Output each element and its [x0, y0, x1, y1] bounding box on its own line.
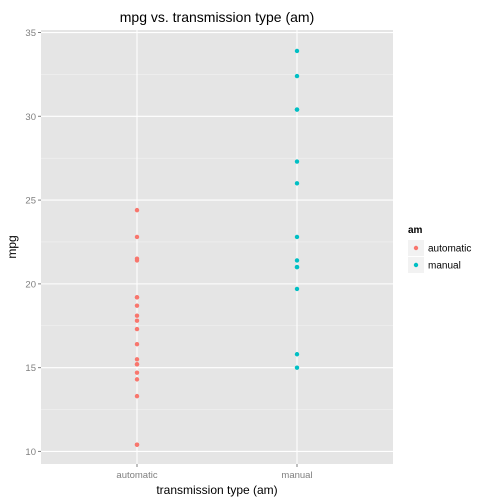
data-point	[295, 235, 299, 239]
legend-items: automatic manual	[408, 240, 471, 273]
legend-marker	[414, 263, 418, 267]
legend-label: automatic	[428, 244, 471, 255]
y-tick-label: 25	[25, 196, 36, 207]
y-tick-label: 20	[25, 279, 36, 290]
y-tick-label: 10	[25, 447, 36, 458]
x-tick-label: automatic	[116, 470, 157, 481]
data-point	[135, 257, 139, 261]
data-point	[295, 181, 299, 185]
data-point	[135, 357, 139, 361]
data-point	[295, 107, 299, 111]
data-point	[135, 370, 139, 374]
data-point	[295, 159, 299, 163]
x-axis: automatic manual	[116, 464, 312, 481]
legend: am automatic manual	[408, 225, 471, 273]
data-point	[295, 258, 299, 262]
plot-panel	[41, 30, 393, 464]
data-point	[295, 352, 299, 356]
y-axis-label: mpg	[5, 235, 19, 258]
data-point	[135, 443, 139, 447]
data-point	[135, 377, 139, 381]
data-point	[135, 235, 139, 239]
chart-title: mpg vs. transmission type (am)	[120, 9, 315, 25]
data-point	[135, 342, 139, 346]
data-point	[135, 314, 139, 318]
data-point	[135, 362, 139, 366]
y-tick-label: 15	[25, 363, 36, 374]
legend-title: am	[408, 225, 423, 236]
data-point	[295, 265, 299, 269]
y-tick-label: 30	[25, 112, 36, 123]
y-axis: 10 15 20 25 30 35	[25, 28, 41, 458]
legend-label: manual	[428, 261, 461, 272]
data-point	[295, 49, 299, 53]
data-point	[135, 394, 139, 398]
y-tick-label: 35	[25, 28, 36, 39]
x-tick-label: manual	[281, 470, 312, 481]
data-point	[295, 74, 299, 78]
legend-marker	[414, 246, 418, 250]
data-point	[295, 365, 299, 369]
data-point	[135, 295, 139, 299]
data-point	[135, 327, 139, 331]
data-point	[135, 303, 139, 307]
data-point	[135, 319, 139, 323]
data-point	[135, 208, 139, 212]
x-axis-label: transmission type (am)	[156, 483, 277, 497]
data-point	[295, 287, 299, 291]
